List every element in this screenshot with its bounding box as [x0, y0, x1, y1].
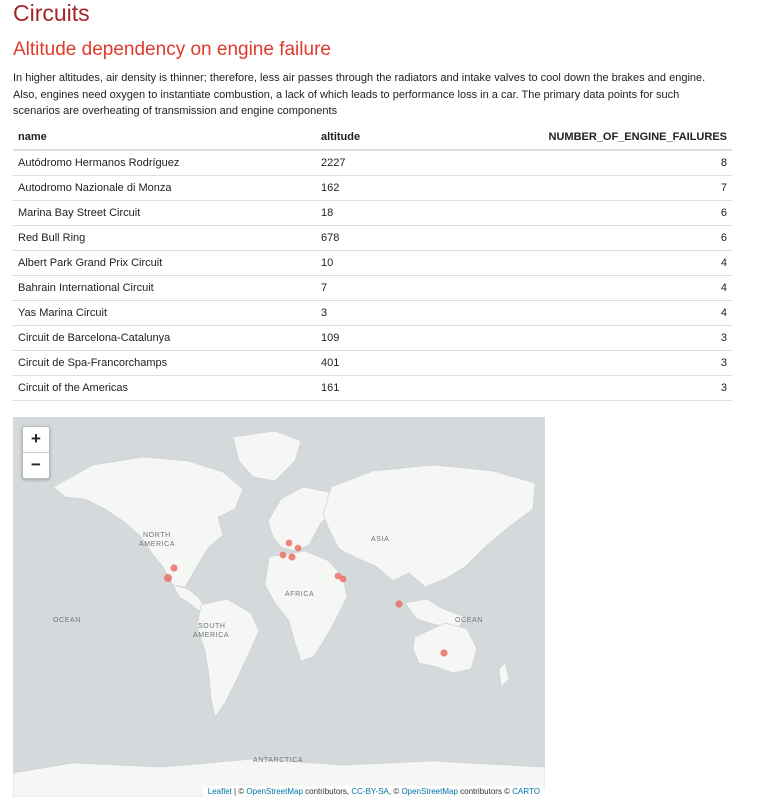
cell-engine-failures: 4 — [486, 275, 732, 301]
marker-bahrain[interactable] — [334, 572, 342, 580]
cell-name: Circuit de Spa-Francorchamps — [13, 350, 316, 376]
section-description: In higher altitudes, air density is thin… — [13, 72, 706, 117]
asia-landmass — [322, 464, 536, 588]
circuits-map[interactable]: NORTH AMERICA ASIA AFRICA OCEAN OCEAN SO… — [13, 417, 545, 797]
cell-engine-failures: 3 — [486, 325, 732, 351]
cell-altitude: 2227 — [316, 150, 486, 176]
label-antarctica: ANTARCTICA — [253, 757, 303, 764]
cell-engine-failures: 4 — [486, 250, 732, 276]
marker-spa[interactable] — [285, 539, 293, 547]
cell-altitude: 7 — [316, 275, 486, 301]
table-row: Red Bull Ring 678 6 — [13, 225, 732, 251]
africa-landmass — [264, 550, 348, 662]
cell-name: Circuit de Barcelona-Catalunya — [13, 325, 316, 351]
page-title: Circuits — [13, 0, 90, 26]
cell-engine-failures: 7 — [486, 175, 732, 201]
new-zealand-landmass — [498, 662, 510, 688]
greenland-landmass — [232, 430, 302, 482]
cell-altitude: 10 — [316, 250, 486, 276]
cell-altitude: 162 — [316, 175, 486, 201]
table-row: Bahrain International Circuit 7 4 — [13, 275, 732, 301]
cell-name: Albert Park Grand Prix Circuit — [13, 250, 316, 276]
circuits-table: name altitude NUMBER_OF_ENGINE_FAILURES … — [13, 125, 732, 401]
cell-engine-failures: 6 — [486, 200, 732, 226]
zoom-in-button[interactable]: + — [23, 427, 49, 453]
marker-monza[interactable] — [288, 553, 296, 561]
attribution-osm-link[interactable]: OpenStreetMap — [401, 787, 458, 796]
cell-engine-failures: 6 — [486, 225, 732, 251]
zoom-control: + − — [22, 426, 50, 479]
attribution-carto-link[interactable]: CARTO — [512, 787, 540, 796]
table-row: Circuit of the Americas 161 3 — [13, 375, 732, 401]
table-row: Yas Marina Circuit 3 4 — [13, 300, 732, 326]
label-south-america-2: AMERICA — [193, 632, 229, 639]
marker-austin[interactable] — [170, 564, 178, 572]
cell-altitude: 109 — [316, 325, 486, 351]
table-row: Circuit de Barcelona-Catalunya 109 3 — [13, 325, 732, 351]
central-america-landmass — [172, 584, 206, 612]
label-ocean-right: OCEAN — [455, 617, 483, 624]
attribution-text: contributors, — [302, 787, 352, 796]
attribution-text: , © — [388, 787, 402, 796]
label-north-america-2: AMERICA — [139, 541, 175, 548]
cell-name: Red Bull Ring — [13, 225, 316, 251]
marker-barcelona[interactable] — [279, 551, 287, 559]
cell-engine-failures: 4 — [486, 300, 732, 326]
cell-altitude: 161 — [316, 375, 486, 401]
table-row: Circuit de Spa-Francorchamps 401 3 — [13, 350, 732, 376]
table-header-row: name altitude NUMBER_OF_ENGINE_FAILURES — [13, 125, 732, 151]
southeast-asia-landmass — [404, 598, 466, 628]
label-south-america-1: SOUTH — [198, 623, 226, 630]
label-africa: AFRICA — [285, 591, 314, 598]
europe-landmass — [267, 486, 334, 552]
label-ocean-left: OCEAN — [53, 617, 81, 624]
zoom-out-button[interactable]: − — [31, 455, 41, 474]
marker-yas-marina[interactable] — [339, 575, 347, 583]
cell-engine-failures: 8 — [486, 150, 732, 176]
column-header-engine-failures: NUMBER_OF_ENGINE_FAILURES — [486, 125, 732, 151]
column-header-name: name — [13, 125, 316, 151]
table-row: Autodromo Nazionale di Monza 162 7 — [13, 175, 732, 201]
map-tiles: NORTH AMERICA ASIA AFRICA OCEAN OCEAN SO… — [13, 430, 545, 797]
cell-altitude: 3 — [316, 300, 486, 326]
cell-name: Marina Bay Street Circuit — [13, 200, 316, 226]
north-america-landmass — [52, 456, 244, 588]
marker-albert-park[interactable] — [440, 649, 448, 657]
cell-name: Yas Marina Circuit — [13, 300, 316, 326]
cell-engine-failures: 3 — [486, 350, 732, 376]
cell-name: Bahrain International Circuit — [13, 275, 316, 301]
table-row: Marina Bay Street Circuit 18 6 — [13, 200, 732, 226]
cell-name: Autodromo Nazionale di Monza — [13, 175, 316, 201]
south-america-landmass — [196, 598, 260, 718]
table-row: Autódromo Hermanos Rodríguez 2227 8 — [13, 150, 732, 176]
cell-engine-failures: 3 — [486, 375, 732, 401]
label-asia: ASIA — [371, 536, 389, 543]
map-attribution: Leaflet | © OpenStreetMap contributors, … — [202, 786, 545, 797]
cell-name: Autódromo Hermanos Rodríguez — [13, 150, 316, 176]
table-row: Albert Park Grand Prix Circuit 10 4 — [13, 250, 732, 276]
marker-marina-bay[interactable] — [395, 600, 403, 608]
attribution-ccbysa-link[interactable]: CC-BY-SA — [351, 787, 389, 796]
section-title: Altitude dependency on engine failure — [13, 39, 331, 60]
column-header-altitude: altitude — [316, 125, 486, 151]
label-north-america-1: NORTH — [143, 532, 171, 539]
attribution-leaflet-link[interactable]: Leaflet — [207, 787, 232, 796]
cell-altitude: 401 — [316, 350, 486, 376]
cell-altitude: 18 — [316, 200, 486, 226]
attribution-text: | © — [231, 787, 247, 796]
attribution-text: contributors © — [457, 787, 513, 796]
marker-red-bull-ring[interactable] — [294, 544, 302, 552]
marker-mexico-city[interactable] — [164, 574, 172, 582]
attribution-osm-link[interactable]: OpenStreetMap — [246, 787, 303, 796]
australia-landmass — [412, 622, 478, 674]
cell-name: Circuit of the Americas — [13, 375, 316, 401]
cell-altitude: 678 — [316, 225, 486, 251]
